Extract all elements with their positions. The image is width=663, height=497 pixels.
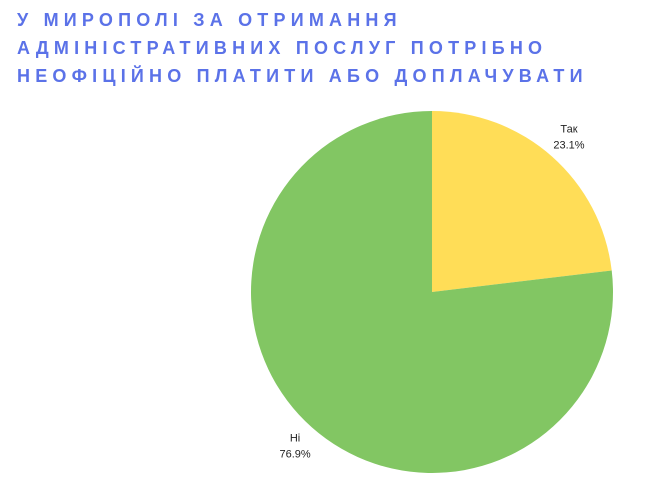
pie-slice: [432, 111, 612, 292]
slice-label: Ні: [290, 432, 300, 444]
slice-label: Так: [560, 124, 577, 136]
chart-title: У МИРОПОЛІ ЗА ОТРИМАННЯ АДМІНІСТРАТИВНИХ…: [17, 10, 588, 86]
pie-slice: [250, 111, 613, 474]
slice-value-label: 76.9%: [279, 448, 310, 460]
slice-value-label: 23.1%: [553, 140, 584, 152]
